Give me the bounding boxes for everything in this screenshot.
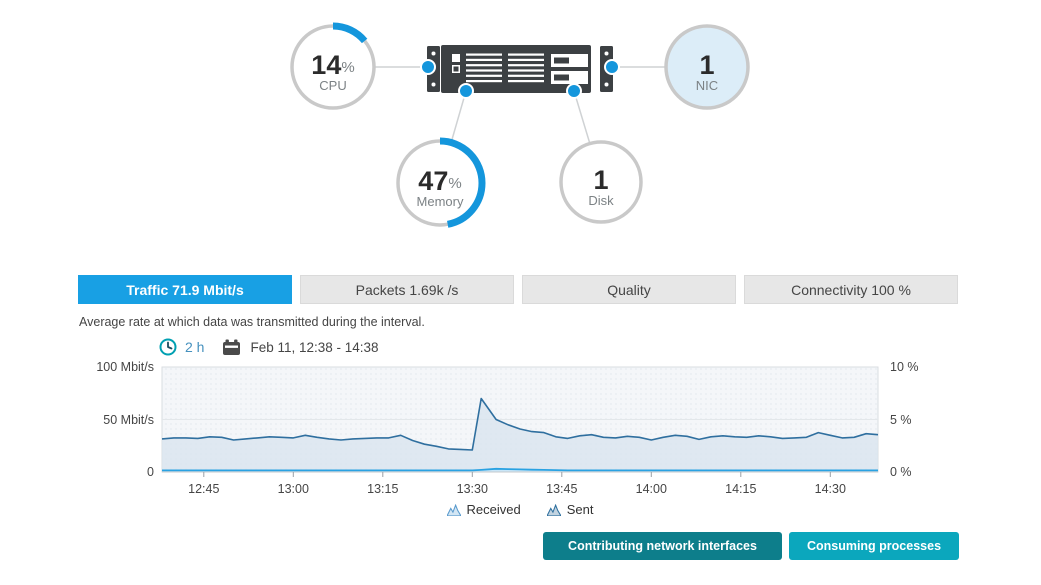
left-axis: 100 Mbit/s 50 Mbit/s 0 bbox=[96, 360, 154, 479]
legend-item-received[interactable]: Received bbox=[446, 502, 521, 517]
nic-value: 1 bbox=[699, 50, 714, 80]
x-axis-ticks: 12:45 13:00 13:15 13:30 13:45 14:00 14:1… bbox=[188, 472, 846, 496]
svg-text:14:00: 14:00 bbox=[636, 482, 667, 496]
nic-label: NIC bbox=[696, 78, 718, 93]
legend-label-sent: Sent bbox=[566, 502, 594, 517]
consuming-processes-button[interactable]: Consuming processes bbox=[789, 532, 959, 560]
timeframe-range: Feb 11, 12:38 - 14:38 bbox=[250, 339, 379, 355]
svg-text:0: 0 bbox=[147, 465, 154, 479]
clock-icon bbox=[159, 338, 177, 356]
tab-connectivity[interactable]: Connectivity 100 % bbox=[744, 275, 958, 304]
server-icon bbox=[420, 45, 620, 99]
tab-traffic[interactable]: Traffic 71.9 Mbit/s bbox=[78, 275, 292, 304]
memory-gauge[interactable]: 47% Memory bbox=[394, 137, 486, 229]
right-axis: 10 % 5 % 0 % bbox=[890, 360, 919, 479]
svg-text:13:30: 13:30 bbox=[457, 482, 488, 496]
svg-text:14:15: 14:15 bbox=[725, 482, 756, 496]
memory-label: Memory bbox=[417, 194, 464, 209]
tab-quality[interactable]: Quality bbox=[522, 275, 736, 304]
host-infographic: 14% CPU 1 NIC 47% Memory 1 Disk bbox=[288, 22, 750, 229]
server-drive-bays bbox=[551, 54, 588, 84]
sent-area-icon bbox=[546, 503, 561, 516]
disk-gauge[interactable]: 1 Disk bbox=[559, 140, 643, 224]
contributing-network-interfaces-button[interactable]: Contributing network interfaces bbox=[543, 532, 782, 560]
svg-text:14:30: 14:30 bbox=[815, 482, 846, 496]
traffic-chart[interactable]: 100 Mbit/s 50 Mbit/s 0 10 % 5 % 0 % 12:4… bbox=[80, 358, 1030, 503]
timeframe-selector[interactable]: 2 h Feb 11, 12:38 - 14:38 bbox=[159, 337, 379, 357]
disk-label: Disk bbox=[588, 193, 614, 208]
received-area bbox=[162, 398, 878, 472]
svg-text:100 Mbit/s: 100 Mbit/s bbox=[96, 360, 154, 374]
metric-tab-bar: Traffic 71.9 Mbit/s Packets 1.69k /s Qua… bbox=[78, 275, 958, 304]
metric-description: Average rate at which data was transmitt… bbox=[79, 315, 425, 329]
svg-text:12:45: 12:45 bbox=[188, 482, 219, 496]
svg-text:5 %: 5 % bbox=[890, 413, 912, 427]
svg-text:50 Mbit/s: 50 Mbit/s bbox=[103, 413, 154, 427]
cpu-value: 14% bbox=[311, 50, 354, 80]
received-line bbox=[161, 397, 879, 451]
svg-text:13:15: 13:15 bbox=[367, 482, 398, 496]
svg-text:13:00: 13:00 bbox=[278, 482, 309, 496]
chart-legend: Received Sent bbox=[162, 502, 878, 517]
memory-value: 47% bbox=[418, 166, 461, 196]
server-vents bbox=[466, 53, 544, 83]
svg-text:10 %: 10 % bbox=[890, 360, 919, 374]
tab-packets[interactable]: Packets 1.69k /s bbox=[300, 275, 514, 304]
disk-value: 1 bbox=[593, 165, 608, 195]
legend-label-received: Received bbox=[466, 502, 521, 517]
timeframe-duration: 2 h bbox=[185, 339, 205, 355]
connector-lines bbox=[374, 66, 666, 145]
nic-gauge[interactable]: 1 NIC bbox=[664, 24, 750, 110]
sent-line bbox=[162, 467, 878, 472]
calendar-icon bbox=[223, 339, 241, 355]
svg-text:0 %: 0 % bbox=[890, 465, 912, 479]
legend-item-sent[interactable]: Sent bbox=[546, 502, 594, 517]
received-area-icon bbox=[446, 503, 461, 516]
svg-text:13:45: 13:45 bbox=[546, 482, 577, 496]
cpu-gauge[interactable]: 14% CPU bbox=[288, 22, 378, 112]
cpu-label: CPU bbox=[319, 78, 346, 93]
server-connection-dots bbox=[420, 59, 620, 99]
